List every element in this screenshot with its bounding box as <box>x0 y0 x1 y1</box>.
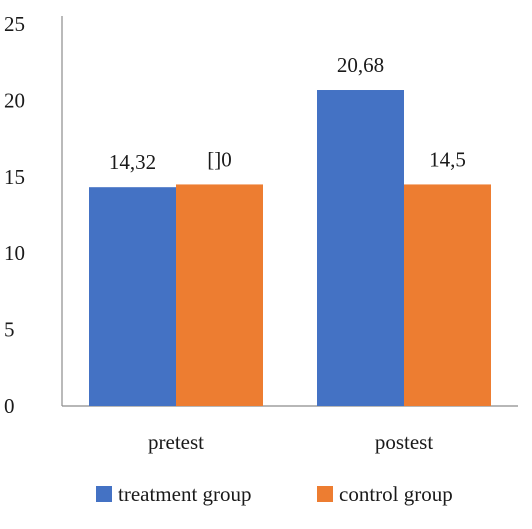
data-label: 14,32 <box>109 150 156 174</box>
y-tick-label: 25 <box>4 12 25 36</box>
data-label: 20,68 <box>337 53 384 77</box>
y-tick-label: 20 <box>4 88 25 112</box>
legend-swatch <box>317 486 333 502</box>
legend-label: treatment group <box>118 482 252 506</box>
axes: 0 5 10 15 20 25 pretest postest <box>4 12 518 454</box>
y-tick-label: 0 <box>4 394 15 418</box>
data-label: []0 <box>207 147 232 171</box>
bar-control-group-pretest <box>176 184 263 406</box>
y-tick-label: 5 <box>4 318 15 342</box>
bar-treatment-group-postest <box>317 90 404 407</box>
x-category-label: pretest <box>148 430 204 454</box>
bar-treatment-group-pretest <box>89 187 176 406</box>
x-category-label: postest <box>375 430 434 454</box>
legend-swatch <box>96 486 112 502</box>
legend: treatment group control group <box>96 482 453 506</box>
bar-control-group-postest <box>404 184 491 406</box>
y-tick-label: 15 <box>4 165 25 189</box>
data-label: 14,5 <box>429 147 466 171</box>
y-tick-label: 10 <box>4 241 25 265</box>
data-labels: 14,32 []0 20,68 14,5 <box>109 53 466 174</box>
legend-label: control group <box>339 482 453 506</box>
bars <box>89 90 491 407</box>
